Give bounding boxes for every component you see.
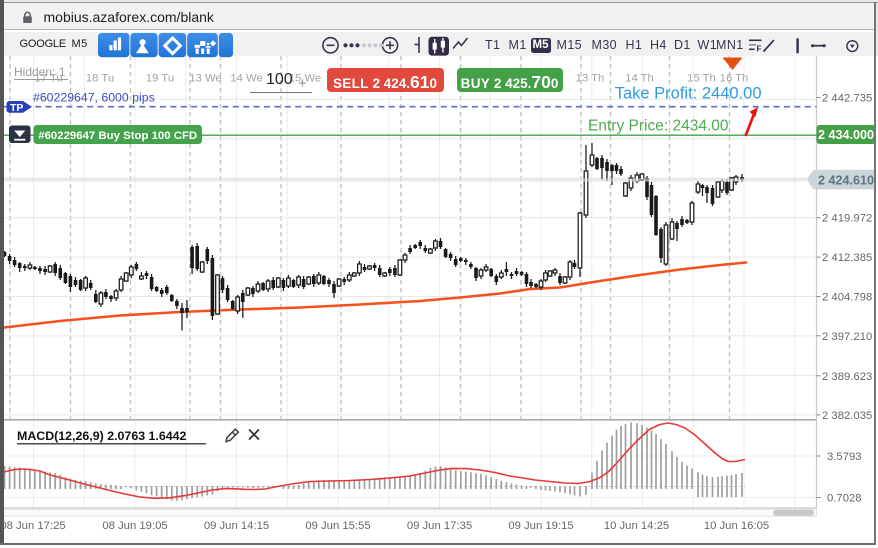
svg-text:19 Tu: 19 Tu (146, 73, 174, 85)
svg-text:14 We: 14 We (230, 73, 262, 85)
svg-text:2 389.623: 2 389.623 (822, 371, 872, 383)
svg-text:18 Tu: 18 Tu (86, 73, 114, 85)
svg-text:Take Profit: 2440.00: Take Profit: 2440.00 (615, 85, 762, 103)
svg-text:2 397.210: 2 397.210 (822, 331, 872, 343)
svg-text:#60229647, 6000 pips: #60229647, 6000 pips (33, 91, 155, 105)
svg-text:Hidden: 1: Hidden: 1 (14, 65, 66, 79)
svg-text:13 Th: 13 Th (576, 73, 605, 85)
svg-text:Entry Price: 2434.00: Entry Price: 2434.00 (588, 118, 729, 135)
svg-text:10 Jun 16:05: 10 Jun 16:05 (704, 520, 769, 532)
svg-text:2 412.385: 2 412.385 (822, 252, 872, 264)
svg-text:08 Jun 17:25: 08 Jun 17:25 (0, 520, 65, 532)
svg-text:10 Jun 14:25: 10 Jun 14:25 (604, 520, 669, 532)
svg-text:08 Jun 19:05: 08 Jun 19:05 (102, 520, 167, 532)
svg-text:09 Jun 14:15: 09 Jun 14:15 (204, 520, 269, 532)
svg-text:2 434.000: 2 434.000 (818, 128, 874, 142)
svg-text:MACD(12,26,9) 2.0763 1.6442: MACD(12,26,9) 2.0763 1.6442 (17, 429, 187, 443)
svg-text:#60229647 Buy Stop 100 CFD: #60229647 Buy Stop 100 CFD (38, 130, 197, 142)
svg-text:09 Jun 15:55: 09 Jun 15:55 (305, 520, 370, 532)
svg-text:TP: TP (10, 102, 23, 114)
svg-text:13 We: 13 We (189, 73, 221, 85)
svg-text:2 424.610: 2 424.610 (818, 173, 874, 187)
svg-text:2 442.735: 2 442.735 (822, 93, 872, 105)
svg-text:2 382.035: 2 382.035 (822, 410, 872, 422)
svg-text:14 Th: 14 Th (625, 73, 654, 85)
svg-text:09 Jun 19:15: 09 Jun 19:15 (508, 520, 573, 532)
svg-text:16 Th: 16 Th (720, 73, 749, 85)
svg-text:2 419.972: 2 419.972 (822, 213, 872, 225)
svg-text:15 We: 15 We (289, 73, 321, 85)
svg-text:15 Th: 15 Th (687, 73, 716, 85)
svg-text:2 404.798: 2 404.798 (822, 292, 872, 304)
svg-text:17 Tu: 17 Tu (34, 73, 62, 85)
svg-text:3.5793: 3.5793 (827, 451, 862, 463)
svg-text:F: F (756, 44, 761, 53)
svg-text:0.7028: 0.7028 (827, 493, 862, 505)
svg-text:09 Jun 17:35: 09 Jun 17:35 (407, 520, 472, 532)
